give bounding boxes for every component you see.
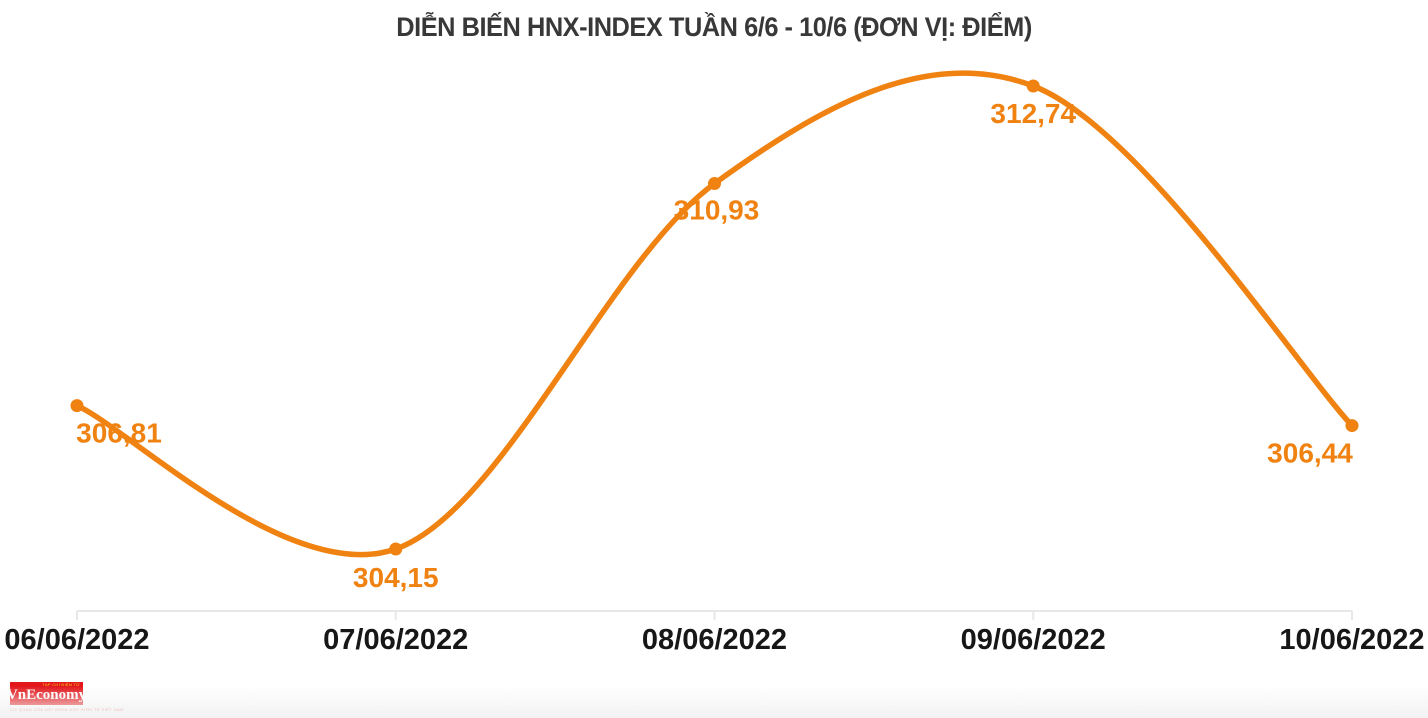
logo-tagline: CƠ QUAN CỦA HỘI KHOA HỌC KINH TẾ VIỆT NA… xyxy=(10,707,124,712)
data-point-value-label: 310,93 xyxy=(674,195,760,226)
title-row: DIỄN BIẾN HNX-INDEX TUẦN 6/6 - 10/6 (ĐƠN… xyxy=(0,12,1428,43)
data-point-dot xyxy=(1026,79,1040,93)
data-point-value-label: 312,74 xyxy=(990,98,1076,129)
data-point-value-label: 304,15 xyxy=(353,562,439,593)
logo-top-text: TẠP CHÍ ĐIỆN TỬ xyxy=(42,682,80,687)
data-point-dot xyxy=(70,399,84,413)
data-point-value-label: 306,44 xyxy=(1267,438,1353,469)
x-axis-label: 08/06/2022 xyxy=(642,624,787,656)
hnx-index-series-line xyxy=(74,70,1355,558)
data-point-dot xyxy=(708,177,721,191)
x-axis-label: 07/06/2022 xyxy=(323,624,468,656)
x-axis-label: 06/06/2022 xyxy=(4,624,149,656)
x-axis-label: 10/06/2022 xyxy=(1279,624,1424,656)
data-point-dot xyxy=(1345,419,1359,433)
vneconomy-logo-box: TẠP CHÍ ĐIỆN TỬ VnEconomy xyxy=(6,682,87,705)
x-axis-label: 09/06/2022 xyxy=(961,624,1106,656)
chart-title: DIỄN BIẾN HNX-INDEX TUẦN 6/6 - 10/6 (ĐƠN… xyxy=(396,12,1032,42)
data-point-dot xyxy=(389,542,403,556)
vneconomy-logo: TẠP CHÍ ĐIỆN TỬ VnEconomy CƠ QUAN CỦA HỘ… xyxy=(6,682,130,712)
logo-wordmark: VnEconomy xyxy=(6,687,87,703)
data-point-value-label: 306,81 xyxy=(76,418,162,449)
